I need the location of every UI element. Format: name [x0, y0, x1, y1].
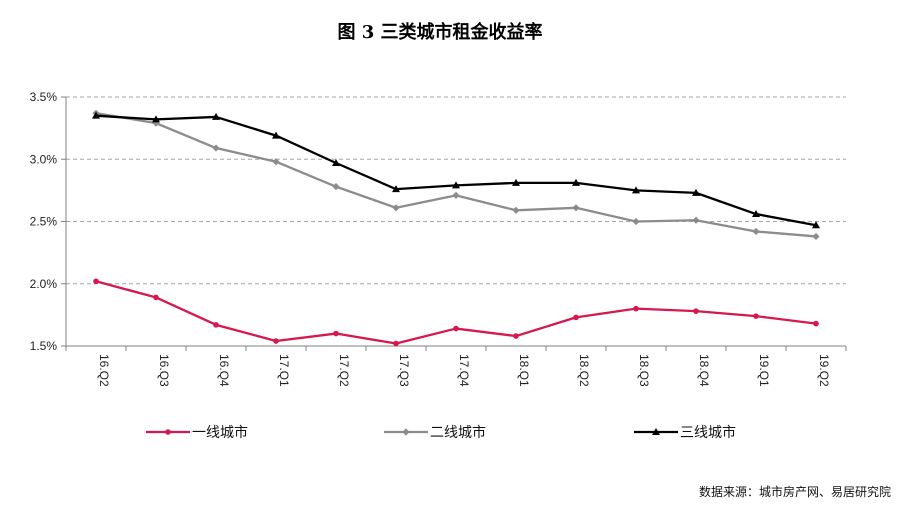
- y-tick-label: 2.5%: [30, 215, 58, 229]
- y-tick-label: 3.5%: [30, 90, 58, 104]
- x-tick-label: 16.Q3: [157, 354, 171, 387]
- x-tick-label: 16.Q2: [97, 354, 111, 387]
- data-point: [812, 221, 820, 229]
- data-point: [512, 178, 520, 186]
- series: [92, 109, 820, 241]
- x-tick-label: 16.Q4: [217, 354, 231, 387]
- x-tick-label: 17.Q2: [337, 354, 351, 387]
- data-point: [652, 428, 660, 435]
- grid: [66, 96, 846, 285]
- data-point: [633, 305, 639, 312]
- series: [92, 111, 820, 229]
- x-tick-label: 17.Q1: [277, 354, 291, 387]
- y-tick-label: 3.0%: [30, 152, 58, 166]
- data-point: [332, 183, 340, 191]
- data-point: [572, 178, 580, 186]
- legend-item: 三线城市: [634, 424, 736, 441]
- data-point: [693, 308, 699, 314]
- data-point: [692, 216, 700, 224]
- data-point: [632, 186, 640, 194]
- data-point: [212, 144, 220, 152]
- y-tick-label: 2.0%: [30, 277, 58, 291]
- data-point: [333, 330, 339, 337]
- data-point: [692, 188, 700, 196]
- data-point: [812, 232, 820, 241]
- data-point: [512, 206, 520, 214]
- series-line: [95, 280, 817, 345]
- legend-item: 一线城市: [146, 424, 248, 441]
- data-point: [393, 340, 399, 347]
- data-point: [572, 204, 580, 212]
- x-tick-label: 18.Q2: [577, 354, 591, 387]
- x-tick-label: 19.Q2: [817, 354, 831, 387]
- data-point: [92, 111, 100, 119]
- chart-title: 图 3 三类城市租金收益率: [337, 21, 542, 43]
- data-point: [453, 325, 459, 332]
- data-point: [632, 217, 640, 226]
- data-point: [513, 333, 519, 339]
- data-point: [813, 320, 819, 327]
- axes: 3.5% 3.0% 2.5% 2.0% 1.5% 16.Q2 16.Q3 16.Q4 17.Q1…: [30, 90, 847, 387]
- x-tick-label: 19.Q1: [757, 354, 771, 387]
- series: [93, 278, 819, 347]
- data-point: [392, 204, 400, 212]
- series-line: [95, 114, 817, 227]
- data-point: [402, 428, 410, 436]
- data-point: [752, 227, 760, 236]
- x-tick-label: 18.Q4: [697, 354, 711, 387]
- source-note: 数据来源：城市房产网、易居研究院: [699, 484, 891, 499]
- data-point: [93, 278, 99, 285]
- data-point: [452, 191, 460, 199]
- data-point: [392, 185, 400, 193]
- data-point: [752, 210, 760, 218]
- legend-label: 二线城市: [430, 424, 486, 441]
- data-point: [753, 313, 759, 319]
- legend-item: 二线城市: [384, 424, 486, 441]
- data-point: [213, 322, 219, 328]
- data-point: [152, 115, 160, 123]
- x-tick-label: 18.Q3: [637, 354, 651, 387]
- x-tick-label: 17.Q3: [397, 354, 411, 387]
- data-point: [165, 429, 171, 435]
- data-point: [452, 181, 460, 189]
- data-point: [332, 158, 340, 166]
- legend: 一线城市 二线城市 三线城市: [146, 424, 736, 441]
- series-line: [95, 112, 817, 238]
- series-lines: [92, 109, 820, 347]
- data-point: [212, 112, 220, 120]
- data-point: [272, 158, 280, 166]
- legend-label: 一线城市: [192, 424, 248, 441]
- x-tick-label: 18.Q1: [517, 354, 531, 387]
- data-point: [273, 338, 279, 344]
- data-point: [573, 314, 579, 321]
- data-point: [272, 131, 280, 139]
- legend-label: 三线城市: [680, 424, 736, 441]
- x-tick-label: 17.Q4: [457, 354, 471, 387]
- data-point: [153, 294, 159, 301]
- y-tick-label: 1.5%: [30, 339, 58, 353]
